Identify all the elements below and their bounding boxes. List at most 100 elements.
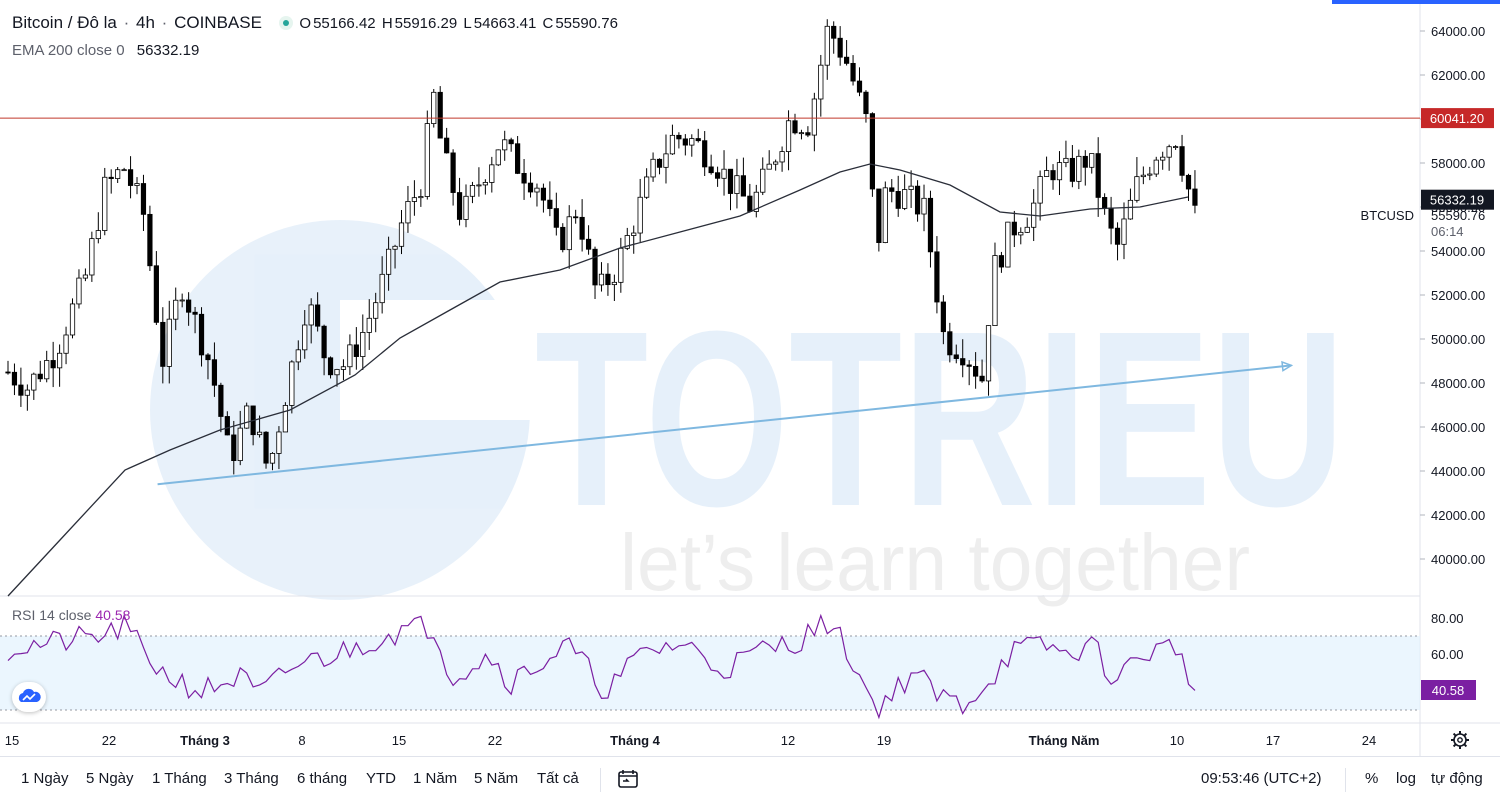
candle-body [1082, 155, 1088, 168]
candle-body [792, 120, 798, 134]
candle-body [282, 405, 288, 433]
price-tick-label: 40000.00 [1431, 552, 1485, 567]
candle-body [276, 431, 282, 454]
date-range-icon[interactable] [617, 768, 639, 790]
candle-body [1134, 176, 1140, 201]
time-axis[interactable]: 15 22 Tháng 3 8 15 22 Tháng 4 12 19 Tháng Năm 10 17… [5, 733, 1376, 748]
candle-body [431, 91, 437, 124]
candle-body [463, 195, 469, 220]
trendline[interactable] [157, 364, 1292, 486]
candle-body [63, 334, 69, 354]
candle-body [650, 158, 656, 178]
price-axis[interactable]: 64000.0062000.0060000.0058000.0056000.00… [1420, 24, 1485, 567]
svg-text:56332.19: 56332.19 [1430, 193, 1484, 208]
candle-body [734, 175, 740, 194]
candle-body [424, 123, 430, 197]
candle-body [760, 168, 766, 193]
candles [5, 19, 1198, 475]
symbol-legend[interactable]: Bitcoin / Đô la · 4h · COINBASE O 55166.4… [12, 13, 618, 32]
candle-body [798, 132, 805, 135]
range-6m-button[interactable]: 6 tháng [297, 770, 348, 787]
candle-body [676, 134, 682, 140]
candle-body [373, 302, 379, 319]
range-all-button[interactable]: Tất cả [537, 770, 579, 787]
candle-body [327, 357, 334, 376]
candle-body [1179, 146, 1185, 176]
bottom-toolbar: 1 Ngày 5 Ngày 1 Tháng 3 Tháng 6 tháng YT… [0, 756, 1500, 802]
candle-body [856, 80, 863, 93]
candle-body [747, 195, 753, 212]
candle-body [714, 172, 721, 179]
candle-body [108, 176, 114, 179]
candle-body [173, 299, 179, 320]
candle-body [353, 344, 359, 357]
time-tick-label: 12 [781, 733, 795, 748]
candle-body [534, 187, 540, 193]
ema-price-label: 56332.19 [1421, 189, 1494, 210]
rsi-legend[interactable]: RSI 14 close 40.58 [12, 607, 130, 623]
candle-body [914, 185, 921, 215]
candle-body [585, 238, 592, 250]
range-5y-button[interactable]: 5 Năm [474, 770, 519, 787]
candle-body [76, 277, 82, 305]
log-scale-button[interactable]: log [1396, 770, 1417, 787]
candle-body [869, 113, 876, 190]
candle-body [347, 344, 353, 368]
candle-body [392, 245, 398, 250]
candle-body [1069, 157, 1075, 182]
range-5d-button[interactable]: 5 Ngày [86, 770, 134, 787]
candle-body [1153, 159, 1159, 175]
candle-body [405, 201, 411, 224]
auto-scale-button[interactable]: tự động [1431, 770, 1483, 787]
candle-body [663, 153, 669, 168]
time-tick-label: 19 [877, 733, 891, 748]
close-key: C [542, 15, 554, 32]
candle-body [95, 230, 101, 240]
time-tick-label: 15 [5, 733, 19, 748]
time-tick-label: 15 [392, 733, 406, 748]
price-tick-label: 50000.00 [1431, 332, 1485, 347]
candle-body [218, 384, 224, 417]
candle-body [308, 304, 314, 326]
candle-body [708, 166, 714, 174]
range-1m-button[interactable]: 1 Tháng [152, 770, 207, 787]
percent-scale-button[interactable]: % [1365, 770, 1379, 787]
candle-body [644, 176, 650, 198]
candle-body [598, 273, 605, 286]
candle-body [1166, 146, 1172, 158]
candle-body [579, 216, 585, 240]
candle-body [702, 140, 708, 168]
price-tick-label: 64000.00 [1431, 24, 1485, 39]
candle-body [1024, 226, 1030, 233]
candle-body [340, 366, 347, 370]
range-ytd-button[interactable]: YTD [366, 770, 396, 787]
candle-body [289, 361, 295, 406]
range-1y-button[interactable]: 1 Năm [413, 770, 458, 787]
candle-body [302, 324, 308, 351]
candle-body [1160, 156, 1166, 161]
candle-body [779, 151, 785, 163]
rsi-label: RSI 14 close [12, 607, 92, 623]
range-3m-button[interactable]: 3 Tháng [224, 770, 279, 787]
candle-body [1127, 199, 1134, 220]
ema-label: EMA 200 close 0 [12, 42, 125, 59]
candle-body [656, 158, 663, 168]
rsi-tick-80: 80.00 [1431, 611, 1464, 626]
candle-body [863, 91, 869, 115]
ema-legend[interactable]: EMA 200 close 0 56332.19 [12, 42, 201, 59]
candle-body [1185, 174, 1192, 190]
trendline-arrow-icon [1281, 360, 1294, 372]
clock-timezone[interactable]: 09:53:46 (UTC+2) [1201, 770, 1322, 787]
candle-body [69, 303, 76, 336]
svg-text:60041.20: 60041.20 [1430, 111, 1484, 126]
cloud-sync-button[interactable] [12, 682, 46, 712]
candle-body [921, 197, 927, 215]
candle-body [1192, 188, 1198, 206]
settings-gear-icon[interactable] [1451, 731, 1469, 749]
candle-body [979, 375, 985, 382]
range-1d-button[interactable]: 1 Ngày [21, 770, 69, 787]
candle-body [244, 405, 250, 429]
candle-body [1063, 157, 1069, 164]
time-tick-label: Tháng Năm [1029, 733, 1100, 748]
